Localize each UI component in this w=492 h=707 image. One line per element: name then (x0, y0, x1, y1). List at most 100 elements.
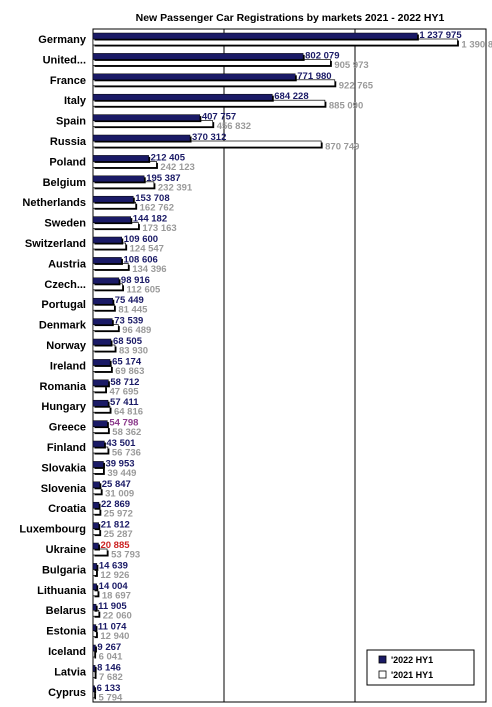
bar-2022-russia (92, 134, 191, 142)
bar-2022-italy (92, 93, 273, 101)
category-label-czech: Czech... (44, 279, 86, 291)
value-label-2021-finland: 56 736 (112, 448, 141, 459)
category-label-italy: Italy (64, 95, 87, 107)
value-label-2021-hungary: 64 816 (114, 407, 143, 418)
value-label-2021-belgium: 232 391 (158, 182, 193, 193)
category-label-estonia: Estonia (46, 626, 87, 638)
category-label-switzerland: Switzerland (25, 238, 86, 250)
bar-2022-iceland (92, 644, 96, 652)
value-label-2022-denmark: 73 539 (114, 316, 143, 327)
bar-2022-luxembourg (92, 522, 99, 529)
category-label-lithuania: Lithuania (37, 585, 87, 597)
bar-2022-poland (92, 155, 149, 162)
category-label-bulgaria: Bulgaria (42, 564, 87, 576)
bar-2022-belarus (92, 603, 97, 611)
value-label-2021-lithuania: 18 697 (102, 590, 131, 601)
value-label-2021-romania: 47 695 (109, 386, 139, 397)
plot-area (92, 28, 487, 703)
category-label-slovenia: Slovenia (41, 483, 87, 495)
bar-2022-czech (92, 277, 120, 285)
category-label-croatia: Croatia (48, 503, 87, 515)
bar-2022-sweden (92, 216, 132, 223)
value-label-2021-ukraine: 53 793 (111, 550, 140, 561)
value-label-2022-switzerland: 109 600 (124, 234, 158, 245)
bar-2022-hungary (92, 399, 109, 407)
bar-2022-denmark (92, 318, 113, 325)
value-label-2021-greece: 58 362 (112, 427, 141, 438)
value-label-2021-france: 922 765 (339, 80, 374, 91)
value-label-2022-czech: 98 916 (121, 275, 150, 286)
value-label-2021-slovenia: 31 009 (105, 488, 134, 499)
value-label-2021-belarus: 22 060 (103, 611, 132, 622)
value-label-2022-spain: 407 757 (202, 112, 236, 123)
value-label-2022-united: 802 079 (305, 50, 339, 61)
bar-2022-netherlands (92, 195, 134, 203)
category-label-austria: Austria (48, 258, 87, 270)
bar-2022-germany (92, 32, 418, 40)
value-label-2022-greece: 54 798 (109, 418, 138, 429)
category-label-poland: Poland (49, 156, 86, 168)
category-label-iceland: Iceland (48, 646, 86, 658)
bar-2022-switzerland (92, 236, 122, 244)
category-label-cyprus: Cyprus (48, 687, 86, 699)
category-label-germany: Germany (38, 34, 87, 46)
value-label-2021-spain: 456 832 (217, 121, 251, 132)
category-label-portugal: Portugal (41, 299, 86, 311)
value-label-2021-germany: 1 390 889 (461, 40, 492, 51)
chart-title: New Passenger Car Registrations by marke… (136, 12, 445, 24)
bar-2022-bulgaria (92, 563, 98, 570)
value-label-2022-ireland: 65 174 (112, 356, 142, 367)
value-label-2022-finland: 43 501 (106, 438, 136, 449)
value-label-2022-belarus: 11 905 (98, 601, 127, 612)
value-label-2022-russia: 370 312 (192, 132, 226, 143)
bar-2022-france (92, 73, 296, 81)
bar-2021-iceland (92, 650, 95, 658)
value-label-2022-germany: 1 237 975 (419, 30, 462, 41)
bars-group (92, 32, 459, 700)
bar-2022-latvia (92, 665, 96, 672)
value-label-2021-russia: 870 749 (325, 142, 359, 153)
value-label-2022-belgium: 195 387 (146, 173, 180, 184)
bar-2022-belgium (92, 175, 145, 183)
value-label-2022-estonia: 11 074 (98, 622, 127, 633)
value-label-2021-croatia: 25 972 (104, 509, 133, 520)
bar-2022-romania (92, 379, 109, 387)
bar-shadow-2021-cyprus (94, 693, 97, 700)
category-label-denmark: Denmark (39, 320, 87, 332)
bar-2022-united (92, 53, 304, 60)
value-label-2022-hungary: 57 411 (110, 397, 139, 408)
category-label-russia: Russia (50, 136, 87, 148)
value-label-2022-lithuania: 14 004 (99, 581, 129, 592)
bar-2022-slovakia (92, 461, 104, 468)
bar-shadow-2021-iceland (94, 652, 97, 659)
value-label-2021-denmark: 96 489 (122, 325, 151, 336)
category-label-belarus: Belarus (46, 605, 86, 617)
legend-swatch-2021 (378, 670, 387, 679)
value-label-2021-portugal: 81 445 (118, 305, 148, 316)
value-label-2021-united: 905 973 (334, 60, 368, 71)
value-label-2021-estonia: 12 940 (100, 631, 129, 642)
value-label-2021-czech: 112 605 (127, 284, 162, 295)
category-label-netherlands: Netherlands (22, 197, 86, 209)
value-label-2022-portugal: 75 449 (115, 295, 144, 306)
bar-2022-spain (92, 114, 201, 121)
bar-2021-ukraine (92, 548, 108, 556)
value-label-2021-norway: 83 930 (119, 346, 148, 357)
bar-2021-russia (92, 140, 322, 148)
category-labels-group: Germany United... France Italy Spain Russia Po… (19, 34, 87, 699)
bar-2022-austria (92, 257, 122, 264)
category-label-finland: Finland (47, 442, 86, 454)
value-label-2022-luxembourg: 21 812 (101, 520, 130, 531)
bar-shadow-2021-latvia (94, 672, 97, 679)
bar-shadow-2022-latvia (94, 666, 97, 673)
legend-swatch-2022 (378, 655, 387, 664)
category-label-norway: Norway (46, 340, 87, 352)
category-label-luxembourg: Luxembourg (19, 524, 86, 536)
value-label-2022-netherlands: 153 708 (135, 193, 169, 204)
category-label-slovakia: Slovakia (41, 462, 87, 474)
category-label-romania: Romania (40, 381, 87, 393)
bar-2022-lithuania (92, 583, 97, 591)
bar-2022-ukraine (92, 542, 99, 550)
